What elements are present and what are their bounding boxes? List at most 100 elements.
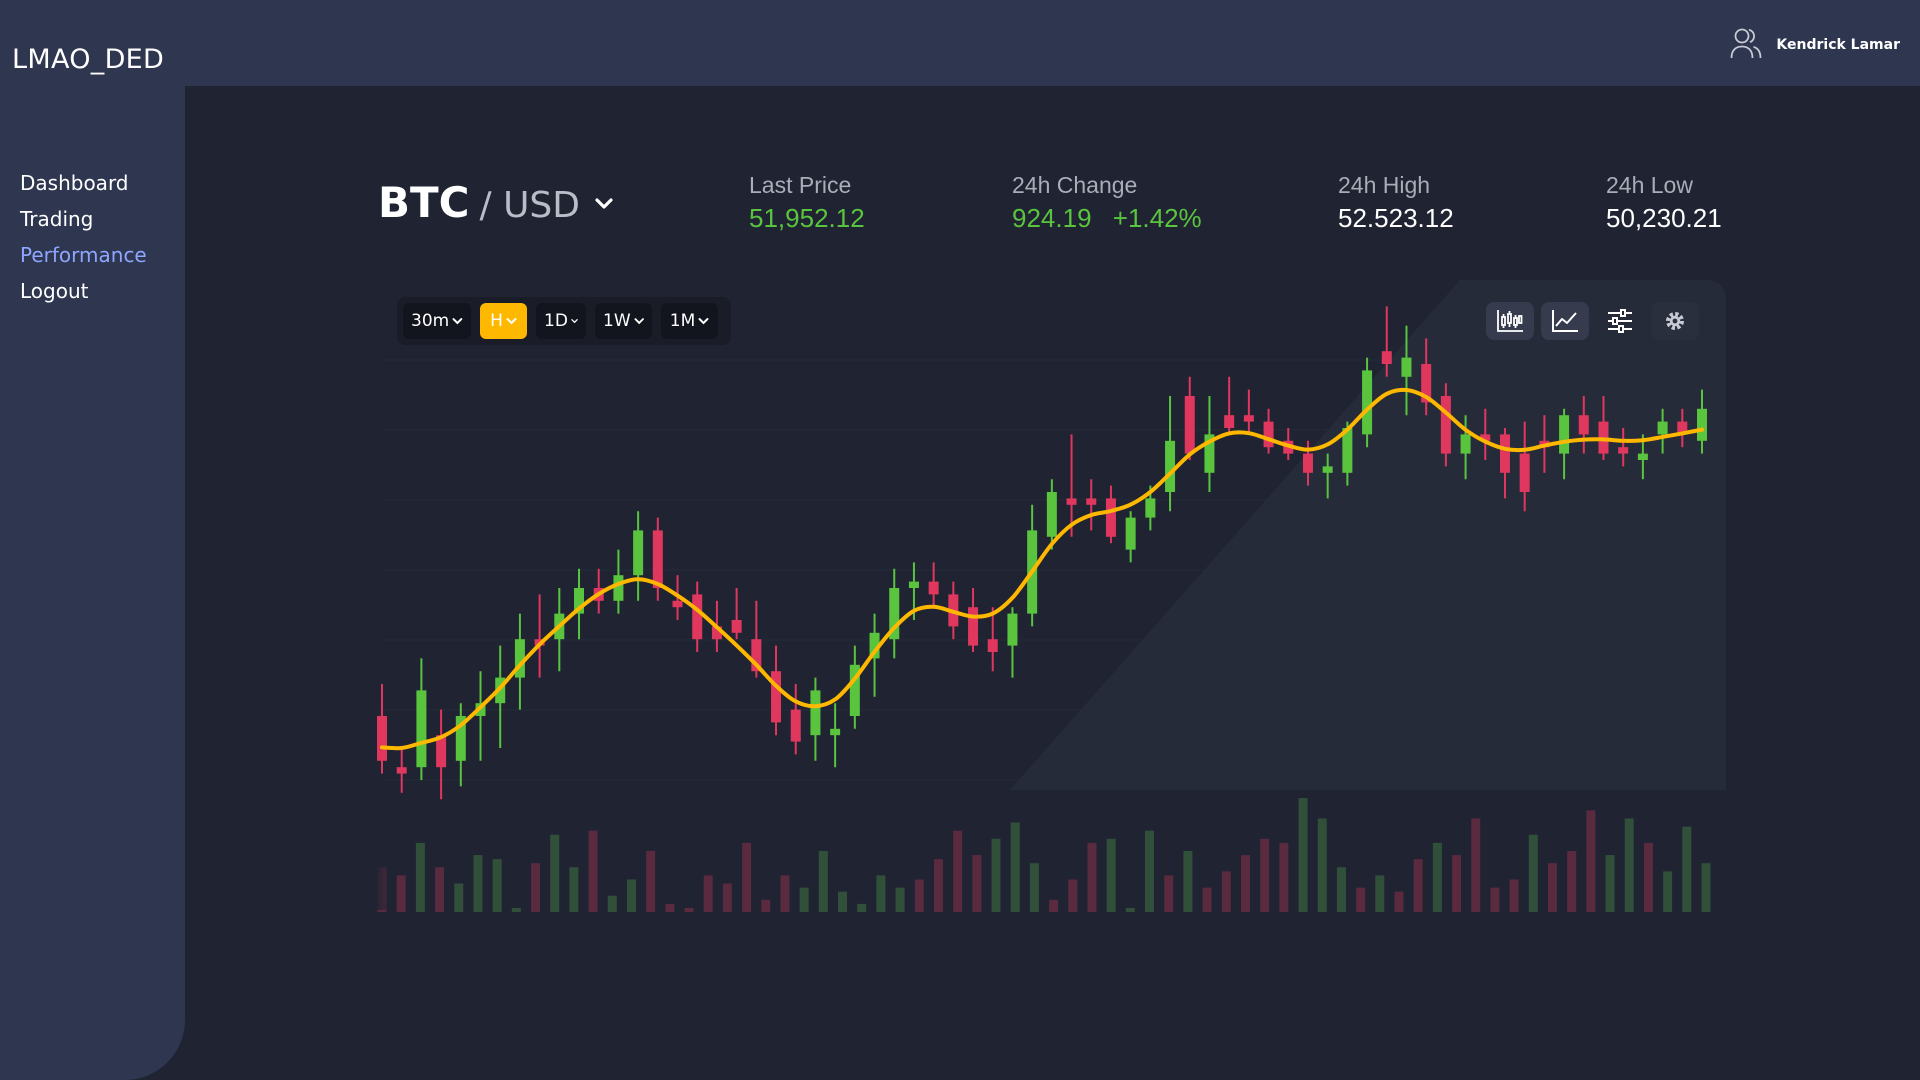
volume-bar: [1701, 863, 1711, 912]
candle: [1401, 325, 1412, 416]
volume-bar: [933, 859, 943, 912]
candle: [1007, 607, 1018, 678]
nav-trading[interactable]: Trading: [20, 207, 94, 231]
candle: [968, 588, 979, 652]
pair-base: BTC: [378, 178, 470, 227]
chevron-down-icon: [506, 318, 517, 325]
volume-bar: [742, 842, 752, 912]
nav-logout[interactable]: Logout: [20, 279, 89, 303]
candle: [495, 645, 506, 748]
trend-line: [380, 387, 1704, 751]
sliders-button[interactable]: [1596, 302, 1644, 340]
candle: [731, 588, 742, 640]
volume-bar: [1029, 863, 1039, 912]
pair-quote: / USD: [479, 185, 581, 226]
candle-body: [633, 530, 644, 576]
candle-body: [1637, 453, 1648, 460]
candle: [1046, 479, 1057, 550]
volume-bar: [454, 883, 464, 912]
nav-dashboard[interactable]: Dashboard: [20, 171, 129, 195]
volume-bar: [953, 830, 963, 912]
candle: [1342, 421, 1353, 486]
volume-bar: [1260, 838, 1270, 912]
volume-bar: [876, 875, 886, 912]
volume-bar: [722, 883, 732, 912]
candle: [574, 568, 585, 640]
volume-bar: [1643, 842, 1653, 912]
volume-bar: [1375, 875, 1385, 912]
candle-body: [928, 581, 939, 595]
volume-bar: [1624, 818, 1634, 912]
chevron-down-icon: [698, 318, 709, 325]
candle: [475, 671, 486, 761]
candle-body: [869, 632, 880, 659]
pair-selector[interactable]: BTC / USD: [378, 178, 614, 227]
candle: [1677, 408, 1688, 448]
candle: [1697, 389, 1707, 454]
nav-performance[interactable]: Performance: [20, 243, 147, 267]
timeframe-30m[interactable]: 30m: [403, 303, 471, 339]
candle: [1105, 485, 1116, 544]
candle-body: [1519, 453, 1530, 492]
candle: [830, 703, 841, 768]
volume-bar: [1183, 851, 1193, 912]
candle: [396, 748, 407, 793]
candle-body: [1421, 364, 1432, 403]
volume-bar: [1547, 863, 1557, 912]
volume-bar: [1164, 875, 1174, 912]
candle: [455, 703, 466, 787]
timeframe-1m[interactable]: 1M: [661, 303, 718, 339]
candle-body: [987, 639, 998, 652]
candles-button[interactable]: [1486, 302, 1534, 340]
volume-bar: [492, 859, 502, 912]
candle: [1125, 511, 1136, 563]
gear-icon: [1666, 312, 1684, 330]
volume-bar: [1682, 826, 1692, 912]
volume-bar: [972, 855, 982, 912]
settings-button[interactable]: [1651, 302, 1699, 340]
user-menu[interactable]: Kendrick Lamar: [1730, 26, 1900, 64]
timeframe-label: 1M: [669, 311, 696, 331]
volume-bar: [569, 867, 579, 912]
timeframe-1d[interactable]: 1D: [536, 303, 586, 339]
timeframe-1w[interactable]: 1W: [595, 303, 652, 339]
candle-body: [849, 664, 860, 716]
stat-label: 24h High: [1338, 172, 1431, 198]
volume-bar: [1049, 899, 1059, 912]
candle: [849, 645, 860, 729]
chart-highlight-area: [1010, 280, 1726, 790]
candle: [377, 684, 387, 774]
volume-bar: [799, 887, 809, 912]
candle-body: [1578, 415, 1589, 435]
candle-body: [672, 600, 683, 608]
candle-body: [1499, 434, 1510, 473]
chevron-down-icon[interactable]: [594, 196, 614, 215]
candle: [987, 607, 998, 672]
volume-bar: [1452, 855, 1462, 912]
candle-body: [1125, 517, 1136, 550]
volume-bar: [1471, 818, 1481, 912]
app-logo[interactable]: LMAO_DED: [12, 44, 165, 75]
stat-label: 24h Change: [1012, 172, 1138, 198]
volume-fade: [376, 860, 396, 910]
candle: [1381, 306, 1392, 377]
timeframe-label: 1W: [603, 311, 631, 331]
volume-bar: [1509, 879, 1519, 912]
candle-body: [1460, 434, 1471, 454]
timeframe-label: H: [490, 311, 503, 331]
candle-body: [416, 690, 427, 768]
line-chart-button[interactable]: [1541, 302, 1589, 340]
timeframe-h[interactable]: H: [480, 303, 527, 339]
volume-bar: [1413, 859, 1423, 912]
candle: [790, 684, 801, 755]
candle-body: [889, 588, 900, 640]
volume-bar: [780, 875, 790, 912]
candle-body: [1224, 415, 1235, 428]
stat-24h-change: 24h Change 924.19 +1.42%: [1012, 172, 1202, 234]
volume-bar: [818, 851, 828, 912]
stat-label: Last Price: [749, 172, 852, 198]
candle-body: [692, 594, 703, 640]
candle: [692, 581, 703, 652]
candle-body: [1618, 447, 1629, 454]
